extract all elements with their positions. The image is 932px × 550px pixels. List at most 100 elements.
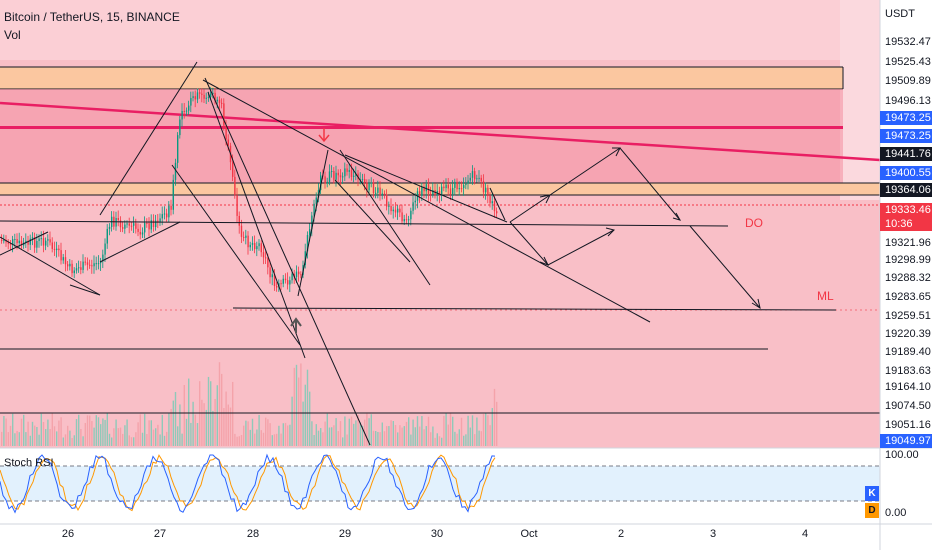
volume-bar [161,414,163,446]
volume-label[interactable]: Vol [4,28,21,42]
candle-body [102,254,104,262]
candle-body [476,178,478,180]
volume-bar [34,425,36,446]
stoch-upper-label: 100.00 [885,449,919,461]
volume-bar [155,428,157,446]
volume-bar [113,428,115,446]
candle-body [339,175,342,178]
candle-body [80,267,82,270]
candle-body [188,105,190,111]
volume-bar [166,431,168,446]
candle-body [157,220,159,223]
volume-bar [412,419,414,446]
candle-body [300,274,302,276]
volume-bar [152,429,155,446]
volume-bar [375,431,377,446]
ml-label: ML [817,289,834,303]
volume-bar [254,433,256,446]
candle-body [410,210,412,220]
volume-bar [476,417,478,446]
volume-bar [392,421,394,446]
candle-body [47,239,49,241]
price-label: 19049.97 [880,434,932,448]
date-label: 30 [430,528,444,540]
volume-bar [245,420,247,446]
volume-bar [311,421,313,446]
volume-bar [157,424,159,446]
volume-bar [399,425,401,446]
volume-bar [344,416,346,446]
volume-bar [432,426,434,446]
volume-bar [133,437,135,446]
volume-bar [100,424,102,446]
price-label: 19220.39 [885,328,931,340]
volume-bar [201,399,203,446]
candle-body [383,193,386,195]
volume-bar [117,428,119,446]
volume-bar [273,434,276,446]
candle-body [5,240,7,243]
stoch-band [0,466,880,501]
candle-body [247,235,249,248]
candle-body [335,172,337,180]
candle-body [458,188,460,190]
price-label: 19288.32 [885,272,931,284]
candle-body [315,197,317,204]
currency-label[interactable]: USDT [885,8,915,20]
candle-body [350,170,353,177]
volume-bar [348,418,350,446]
candle-body [203,94,205,99]
candle-body [144,222,146,233]
candle-body [392,209,394,212]
volume-bar [478,430,480,446]
candle-body [199,92,201,94]
candle-body [421,186,423,196]
stoch-lower-label: 0.00 [885,507,907,519]
volume-bar [383,431,386,446]
candle-body [465,183,467,186]
price-label: 19298.99 [885,254,931,266]
volume-bar [265,417,267,446]
volume-bar [379,432,381,446]
candle-body [190,98,192,106]
candle-body [368,182,370,191]
volume-bar [370,414,372,446]
candle-body [205,97,207,99]
candle-body [64,257,67,265]
candle-body [82,261,84,270]
volume-bar [295,364,298,446]
volume-bar [203,403,205,446]
price-label: 10:36 [880,217,932,231]
symbol-title[interactable]: Bitcoin / TetherUS, 15, BINANCE [4,10,180,24]
price-label: 19509.89 [885,75,931,87]
candle-body [104,243,106,255]
candle-body [414,200,416,203]
candle-body [117,218,119,221]
stoch-rsi-label[interactable]: Stoch RSI [4,457,54,469]
volume-bar [243,425,245,446]
volume-bar [225,391,227,446]
price-label: 19525.43 [885,56,931,68]
candle-body [95,263,97,265]
volume-bar [1,431,3,446]
do-label: DO [745,216,763,230]
date-label: 28 [246,528,260,540]
volume-bar [229,407,232,446]
volume-bar [168,413,170,446]
date-label: 3 [709,528,717,540]
candle-body [196,92,199,100]
candle-body [467,180,469,184]
candle-body [58,248,60,251]
candles [1,87,498,293]
candle-body [166,213,168,218]
volume-bar [256,429,258,446]
candle-body [379,187,381,196]
price-label: 19364.06 [880,183,932,197]
candle-body [284,278,287,281]
candle-body [27,240,29,245]
volume-bar [38,434,40,446]
candle-body [425,184,427,192]
volume-bar [306,369,309,446]
candle-body [364,179,366,183]
